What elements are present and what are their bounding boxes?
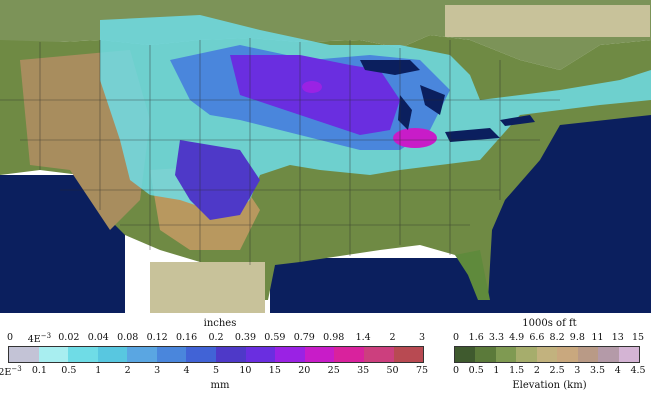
state-boundaries bbox=[0, 38, 560, 265]
elevation-swatch-7 bbox=[598, 347, 619, 362]
elevation-top-tick: 3.3 bbox=[488, 332, 504, 343]
precip-swatch-12 bbox=[363, 347, 394, 362]
precip-swatch-11 bbox=[334, 347, 364, 362]
elevation-units-top: 1000s of ft bbox=[522, 318, 577, 329]
precip-swatch-3 bbox=[97, 347, 128, 362]
precip-top-tick: 0.04 bbox=[87, 332, 109, 343]
precip-swatch-9 bbox=[275, 347, 305, 362]
precip-units-bottom: mm bbox=[210, 380, 230, 391]
elevation-bottom-tick: 1 bbox=[493, 365, 500, 376]
precip-top-tick: 0.39 bbox=[234, 332, 256, 343]
elevation-swatch-0 bbox=[455, 347, 476, 362]
precip-bottom-tick: 35 bbox=[357, 365, 370, 376]
precip-units-top: inches bbox=[203, 318, 237, 329]
precip-top-tick: 0.98 bbox=[323, 332, 345, 343]
mexico-region bbox=[150, 262, 265, 313]
precip-top-tick: 2 bbox=[389, 332, 396, 343]
elevation-swatch-5 bbox=[557, 347, 578, 362]
elevation-top-tick: 1.6 bbox=[468, 332, 484, 343]
precip-swatch-5 bbox=[156, 347, 187, 362]
precip-swatch-0 bbox=[9, 347, 39, 362]
precip-swatch-13 bbox=[393, 347, 423, 362]
precip-swatch-10 bbox=[304, 347, 335, 362]
elevation-bottom-tick: 2 bbox=[533, 365, 540, 376]
precip-bottom-tick: 2E−3 bbox=[0, 365, 22, 379]
precip-top-tick: 0.02 bbox=[58, 332, 80, 343]
precip-bottom-tick: 0.1 bbox=[31, 365, 47, 376]
elevation-top-tick: 8.2 bbox=[549, 332, 565, 343]
precip-top-tick: 0.16 bbox=[175, 332, 198, 343]
elevation-bottom-tick: 3 bbox=[574, 365, 581, 376]
precip-bottom-tick: 1 bbox=[95, 365, 102, 376]
snow-heavy-band bbox=[230, 55, 400, 135]
precip-bottom-tick: 5 bbox=[212, 365, 220, 376]
elevation-top-tick: 4.9 bbox=[509, 332, 525, 343]
elevation-top-tick: 15 bbox=[631, 332, 645, 343]
elevation-bottom-tick: 1.5 bbox=[509, 365, 525, 376]
elevation-top-tick: 13 bbox=[611, 332, 624, 343]
precip-bottom-tick: 25 bbox=[327, 365, 340, 376]
elevation-swatch-1 bbox=[475, 347, 496, 362]
elevation-units-bottom: Elevation (km) bbox=[512, 380, 587, 391]
elevation-top-tick: 9.8 bbox=[569, 332, 585, 343]
precip-legend: inches 0 4E−3 0.02 0.04 0.08 0.12 0.16 0.2 0.39 0… bbox=[0, 318, 440, 398]
precip-top-tick: 0.12 bbox=[146, 332, 168, 343]
snowfall-map bbox=[0, 0, 651, 313]
elevation-bottom-tick: 0.5 bbox=[468, 365, 484, 376]
elevation-colorbar bbox=[454, 346, 640, 363]
elevation-swatch-3 bbox=[516, 347, 537, 362]
elevation-swatch-2 bbox=[495, 347, 517, 362]
precip-bottom-tick: 0.5 bbox=[61, 365, 77, 376]
precip-top-tick: 0.08 bbox=[117, 332, 139, 343]
snow-max-michigan bbox=[393, 128, 437, 148]
elevation-bottom-tick: 4.5 bbox=[630, 365, 646, 376]
precip-swatch-1 bbox=[38, 347, 69, 362]
elevation-bottom-tick: 0 bbox=[452, 365, 460, 376]
precip-top-tick: 0.79 bbox=[293, 332, 315, 343]
precip-top-tick: 1.4 bbox=[355, 332, 371, 343]
elevation-bottom-tick: 2.5 bbox=[549, 365, 565, 376]
precip-top-tick: 4E−3 bbox=[27, 332, 52, 346]
precip-swatch-4 bbox=[127, 347, 157, 362]
precip-swatch-2 bbox=[68, 347, 98, 362]
elevation-top-tick: 6.6 bbox=[529, 332, 545, 343]
map-canvas bbox=[0, 0, 651, 313]
elevation-bottom-tick: 3.5 bbox=[589, 365, 606, 376]
elevation-swatch-8 bbox=[618, 347, 639, 362]
elevation-top-tick: 0 bbox=[452, 332, 460, 343]
elevation-bottom-tick: 4 bbox=[614, 365, 621, 376]
precip-bottom-tick: 20 bbox=[298, 365, 311, 376]
precip-top-tick: 0.59 bbox=[264, 332, 286, 343]
precip-top-tick: 0.2 bbox=[208, 332, 224, 343]
precip-top-tick: 0 bbox=[6, 332, 14, 343]
precip-colorbar bbox=[8, 346, 424, 363]
precip-bottom-tick: 15 bbox=[268, 365, 281, 376]
precip-swatch-6 bbox=[186, 347, 217, 362]
precip-bottom-tick: 3 bbox=[154, 365, 161, 376]
precip-bottom-tick: 10 bbox=[239, 365, 252, 376]
precip-top-tick: 3 bbox=[418, 332, 426, 343]
precip-bottom-tick: 2 bbox=[124, 365, 131, 376]
elevation-swatch-6 bbox=[577, 347, 599, 362]
precip-bottom-tick: 4 bbox=[183, 365, 190, 376]
precip-bottom-tick: 75 bbox=[415, 365, 429, 376]
elevation-swatch-4 bbox=[536, 347, 558, 362]
precip-swatch-7 bbox=[216, 347, 246, 362]
precip-bottom-tick: 50 bbox=[386, 365, 399, 376]
elevation-top-tick: 11 bbox=[591, 332, 604, 343]
precip-swatch-8 bbox=[245, 347, 276, 362]
